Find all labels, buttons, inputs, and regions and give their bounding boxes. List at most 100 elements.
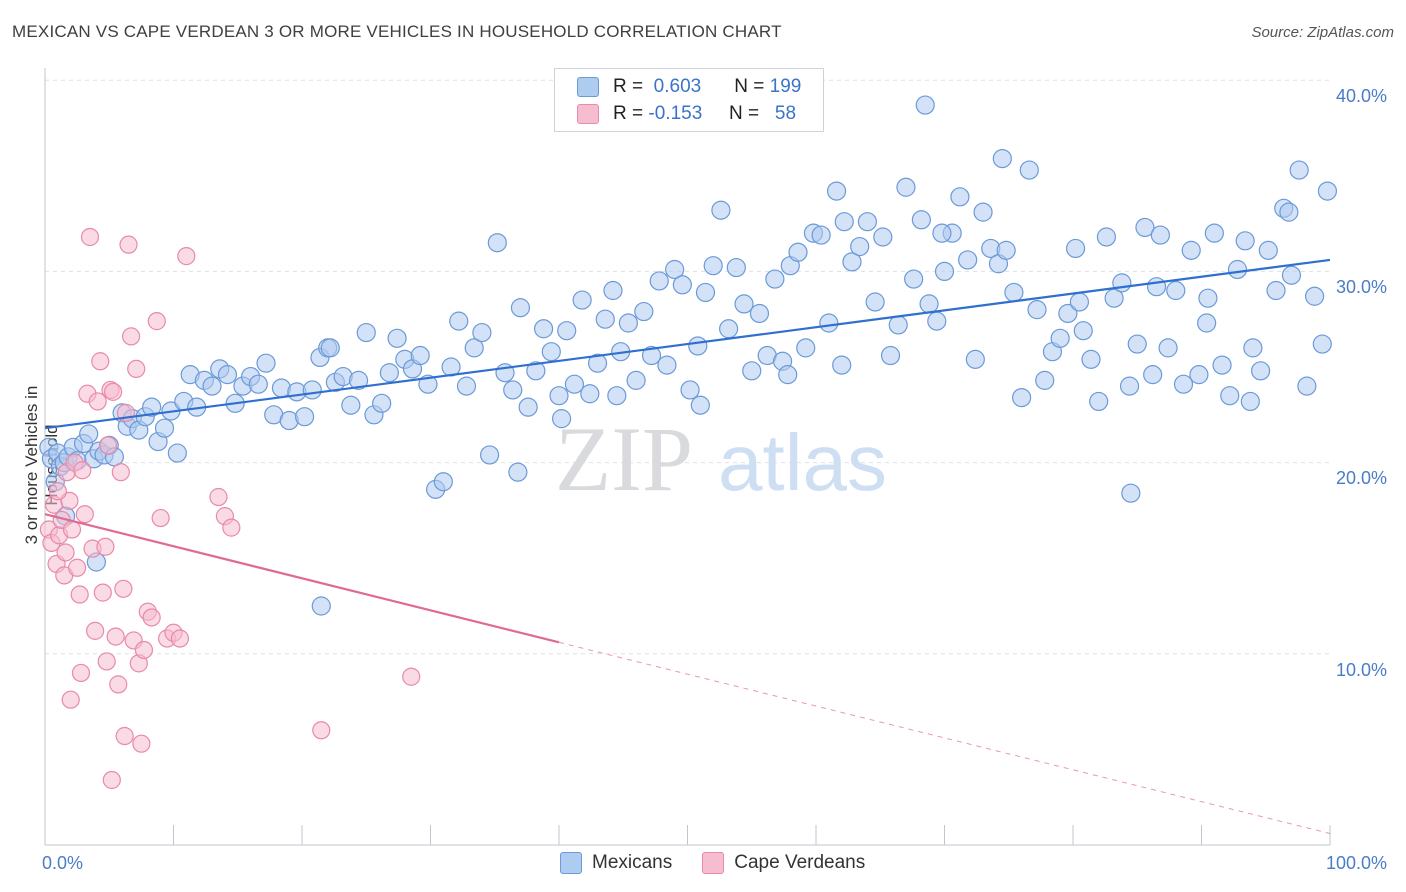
cape-verdeans-point	[68, 558, 87, 577]
cape-verdeans-point	[48, 482, 67, 501]
mexicans-point	[1243, 338, 1263, 358]
mexicans-point	[1127, 334, 1147, 354]
mexicans-point	[557, 321, 577, 341]
mexicans-point	[1279, 202, 1299, 222]
mexicans-point	[551, 409, 572, 429]
mexicans-point	[456, 376, 477, 396]
mexicans-point	[834, 212, 854, 232]
mexicans-point	[1069, 292, 1090, 312]
cape-verdeans-point	[75, 505, 94, 524]
mexicans-point	[911, 210, 931, 230]
cape-verdeans-point	[104, 382, 123, 401]
cape-verdeans-point	[61, 690, 80, 709]
mexicans-point	[302, 380, 322, 400]
mexicans-point	[672, 275, 692, 295]
cape-verdeans-point	[97, 652, 116, 671]
mexicans-point	[595, 309, 615, 329]
mexicans-point	[348, 370, 369, 390]
mexicans-point	[1112, 273, 1132, 293]
cape-verdeans-point	[127, 359, 146, 379]
mexicans-point	[734, 294, 754, 314]
mexicans-point	[508, 462, 528, 482]
mexicans-point	[1166, 280, 1186, 301]
mexicans-point	[703, 256, 723, 276]
mexicans-point	[958, 250, 978, 270]
mexicans-point	[742, 361, 762, 381]
mexicans-point	[690, 395, 710, 415]
cape-verdeans-point	[222, 518, 241, 537]
mexicans-point	[1197, 313, 1217, 333]
r-label: R =	[613, 103, 644, 124]
y-tick-label: 30.0%	[1336, 277, 1388, 297]
mexicans-point	[992, 148, 1012, 169]
cape-verdeans-point	[86, 621, 105, 640]
mexicans-point	[410, 345, 430, 366]
mexicans-point	[607, 386, 627, 406]
watermark-atlas: atlas	[718, 418, 887, 507]
mexicans-point	[1004, 282, 1024, 303]
n-value-cape-verdeans: 58	[774, 103, 797, 124]
mexicans-point	[1081, 349, 1101, 369]
cape-verdeans-point	[209, 487, 228, 507]
cape-verdeans-point	[71, 663, 91, 683]
cape-verdeans-point	[151, 508, 170, 528]
mexicans-point	[634, 301, 654, 322]
mexicans-point	[356, 322, 376, 343]
correlation-legend: R = 0.603 N = 199 R = -0.153 N = 58	[554, 68, 824, 132]
mexicans-point	[842, 252, 862, 272]
mexicans-point	[1158, 338, 1178, 358]
mexicans-point	[811, 225, 831, 245]
mexicans-point	[1027, 300, 1047, 320]
mexicans-point	[294, 407, 315, 427]
mexicans-point	[688, 336, 708, 356]
mexicans-point	[248, 374, 268, 394]
mexicans-point	[1050, 328, 1070, 348]
mexicans-point	[1220, 386, 1240, 406]
cape-verdeans-point	[121, 327, 141, 346]
mexicans-point	[680, 380, 700, 400]
mexicans-point	[1096, 227, 1117, 247]
cape-verdeans-point	[147, 312, 166, 331]
mexicans-point	[449, 311, 469, 331]
mexicans-point	[1281, 265, 1302, 285]
y-tick-label: 20.0%	[1336, 468, 1388, 488]
mexicans-point	[850, 236, 870, 257]
mexicans-point	[726, 257, 746, 278]
mexicans-point	[904, 269, 924, 289]
cape-verdeans-point	[70, 585, 89, 604]
mexicans-point	[1073, 321, 1093, 341]
mexicans-point	[1181, 240, 1201, 260]
mexicans-point	[256, 353, 276, 373]
mexicans-point	[950, 187, 970, 207]
cape-verdeans-point	[80, 227, 100, 247]
mexicans-point	[1227, 259, 1248, 280]
mexicans-point	[1089, 391, 1109, 412]
mexicans-point	[1143, 365, 1163, 385]
mexicans-point	[1317, 181, 1338, 201]
mexicans-point	[79, 424, 99, 444]
n-label: N =	[728, 103, 760, 124]
chart-title: MEXICAN VS CAPE VERDEAN 3 OR MORE VEHICL…	[12, 22, 782, 41]
mexicans-point	[541, 342, 561, 362]
mexicans-point	[320, 338, 340, 358]
r-value-mexicans: 0.603	[653, 76, 702, 97]
mexicans-point	[1304, 286, 1325, 306]
cape-verdeans-point	[170, 629, 190, 648]
source-label: Source: ZipAtlas.com	[1251, 24, 1394, 41]
mexicans-point	[915, 95, 935, 115]
mexicans-point	[549, 386, 569, 406]
mexicans-point	[1011, 387, 1032, 408]
mexicans-point	[965, 349, 985, 369]
cape-verdeans-point	[177, 247, 196, 266]
cape-verdeans-point	[96, 537, 115, 556]
mexicans-point	[896, 177, 916, 197]
mexicans-point	[932, 223, 952, 243]
mexicans-point	[1289, 160, 1309, 180]
mexicans-point	[372, 393, 392, 413]
mexicans-point	[641, 345, 662, 366]
mexicans-point	[996, 240, 1016, 260]
n-label: N =	[734, 76, 765, 97]
r-value-cape-verdeans: -0.153	[648, 103, 703, 124]
cape-verdeans-point	[91, 352, 110, 371]
mexicans-point	[1312, 334, 1332, 354]
